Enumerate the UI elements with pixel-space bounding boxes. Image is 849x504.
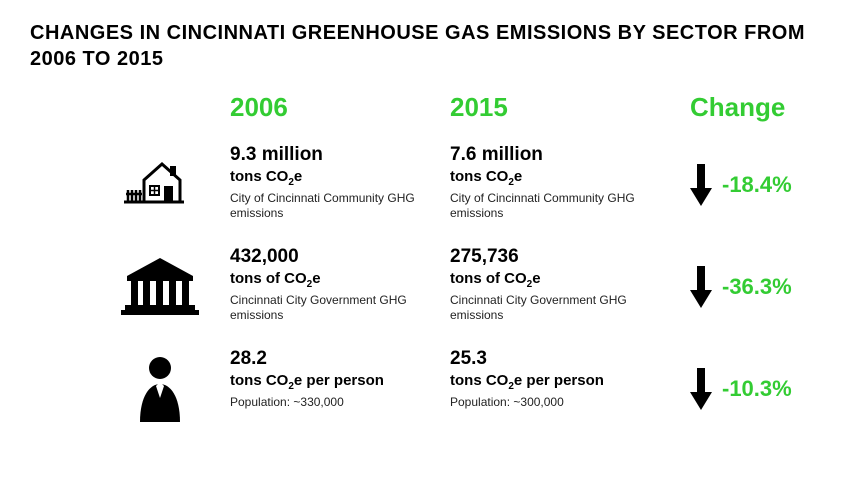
arrow-down-icon	[690, 266, 712, 308]
desc-2006-community: City of Cincinnati Community GHG emissio…	[230, 191, 440, 221]
desc-2006-government: Cincinnati City Government GHG emissions	[230, 293, 440, 323]
desc-2015-community: City of Cincinnati Community GHG emissio…	[450, 191, 680, 221]
unit-2015-government: tons of CO2e	[450, 270, 680, 290]
change-community: -18.4%	[690, 145, 849, 225]
change-government: -36.3%	[690, 247, 849, 327]
change-value-community: -18.4%	[722, 172, 792, 198]
header-change: Change	[690, 92, 849, 123]
unit-2015-person: tons CO2e per person	[450, 372, 680, 392]
unit-2006-community: tons CO2e	[230, 168, 440, 188]
change-person: -10.3%	[690, 349, 849, 429]
emissions-grid: 2006 2015 Change 9.3 million tons CO2e C…	[100, 92, 819, 429]
arrow-down-icon	[690, 368, 712, 410]
change-value-person: -10.3%	[722, 376, 792, 402]
value-2015-person: 25.3	[450, 349, 680, 370]
desc-2006-person: Population: ~330,000	[230, 395, 440, 410]
person-icon	[100, 349, 220, 429]
header-2006: 2006	[230, 92, 440, 123]
page-title: CHANGES IN CINCINNATI GREENHOUSE GAS EMI…	[30, 20, 819, 72]
cell-2015-community: 7.6 million tons CO2e City of Cincinnati…	[450, 145, 680, 221]
value-2006-community: 9.3 million	[230, 145, 440, 166]
cell-2006-person: 28.2 tons CO2e per person Population: ~3…	[230, 349, 440, 410]
cell-2006-community: 9.3 million tons CO2e City of Cincinnati…	[230, 145, 440, 221]
arrow-down-icon	[690, 164, 712, 206]
unit-2006-government: tons of CO2e	[230, 270, 440, 290]
cell-2006-government: 432,000 tons of CO2e Cincinnati City Gov…	[230, 247, 440, 323]
value-2015-government: 275,736	[450, 247, 680, 268]
desc-2015-person: Population: ~300,000	[450, 395, 680, 410]
unit-2006-person: tons CO2e per person	[230, 372, 440, 392]
cell-2015-person: 25.3 tons CO2e per person Population: ~3…	[450, 349, 680, 410]
unit-2015-community: tons CO2e	[450, 168, 680, 188]
header-2015: 2015	[450, 92, 680, 123]
house-icon	[100, 145, 220, 225]
change-value-government: -36.3%	[722, 274, 792, 300]
desc-2015-government: Cincinnati City Government GHG emissions	[450, 293, 680, 323]
cell-2015-government: 275,736 tons of CO2e Cincinnati City Gov…	[450, 247, 680, 323]
value-2006-person: 28.2	[230, 349, 440, 370]
government-icon	[100, 247, 220, 327]
value-2015-community: 7.6 million	[450, 145, 680, 166]
value-2006-government: 432,000	[230, 247, 440, 268]
